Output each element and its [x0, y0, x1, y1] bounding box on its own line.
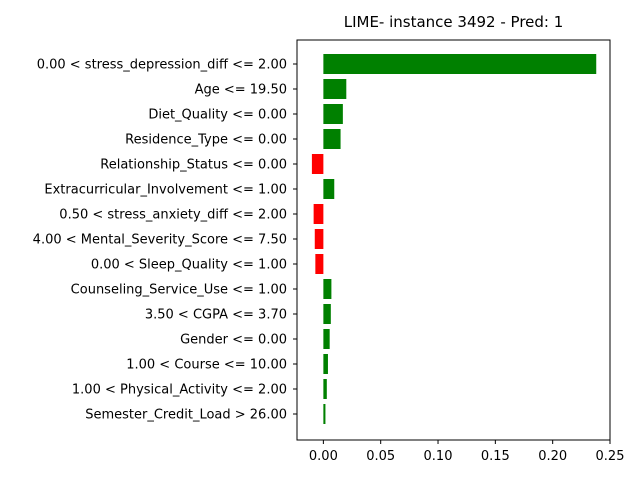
- y-tick-label-6: 0.50 < stress_anxiety_diff <= 2.00: [59, 208, 287, 223]
- y-tick-label-8: 0.00 < Sleep_Quality <= 1.00: [91, 258, 287, 273]
- bar-9: [323, 279, 332, 299]
- bar-10: [323, 304, 331, 324]
- y-tick-label-0: 0.00 < stress_depression_diff <= 2.00: [37, 58, 287, 73]
- y-tick-label-14: Semester_Credit_Load > 26.00: [85, 408, 287, 423]
- y-tick-label-5: Extracurricular_Involvement <= 1.00: [44, 183, 287, 198]
- bar-12: [323, 354, 328, 374]
- bar-6: [313, 204, 324, 224]
- x-tick-label-5: 0.25: [596, 449, 625, 464]
- x-tick-label-3: 0.15: [481, 449, 510, 464]
- bar-7: [314, 229, 324, 249]
- bar-1: [323, 79, 347, 99]
- y-tick-labels: 0.00 < stress_depression_diff <= 2.00 Age…: [33, 58, 297, 423]
- y-tick-label-12: 1.00 < Course <= 10.00: [126, 358, 287, 373]
- bar-14: [323, 404, 326, 424]
- x-axis: 0.00 0.05 0.10 0.15 0.20 0.25: [309, 440, 625, 464]
- y-tick-label-10: 3.50 < CGPA <= 3.70: [145, 308, 287, 323]
- bar-0: [323, 54, 597, 74]
- x-tick-label-2: 0.10: [424, 449, 453, 464]
- bar-4: [311, 154, 324, 174]
- y-tick-label-1: Age <= 19.50: [195, 83, 287, 98]
- bar-5: [323, 179, 335, 199]
- y-tick-label-11: Gender <= 0.00: [180, 333, 287, 348]
- plot-frame: [296, 39, 611, 441]
- x-tick-label-4: 0.20: [538, 449, 567, 464]
- y-tick-label-7: 4.00 < Mental_Severity_Score <= 7.50: [33, 233, 287, 248]
- y-tick-label-3: Residence_Type <= 0.00: [125, 133, 287, 148]
- chart-title: LIME- instance 3492 - Pred: 1: [344, 13, 564, 31]
- bar-11: [323, 329, 330, 349]
- bar-2: [323, 104, 343, 124]
- x-tick-label-1: 0.05: [366, 449, 395, 464]
- bar-8: [315, 254, 324, 274]
- bar-3: [323, 129, 341, 149]
- bar-13: [323, 379, 327, 399]
- y-tick-label-2: Diet_Quality <= 0.00: [148, 108, 287, 123]
- y-tick-label-13: 1.00 < Physical_Activity <= 2.00: [72, 383, 287, 398]
- x-tick-label-0: 0.00: [309, 449, 338, 464]
- y-tick-label-9: Counseling_Service_Use <= 1.00: [71, 283, 287, 298]
- y-tick-label-4: Relationship_Status <= 0.00: [100, 158, 287, 173]
- bars-group: [311, 54, 597, 424]
